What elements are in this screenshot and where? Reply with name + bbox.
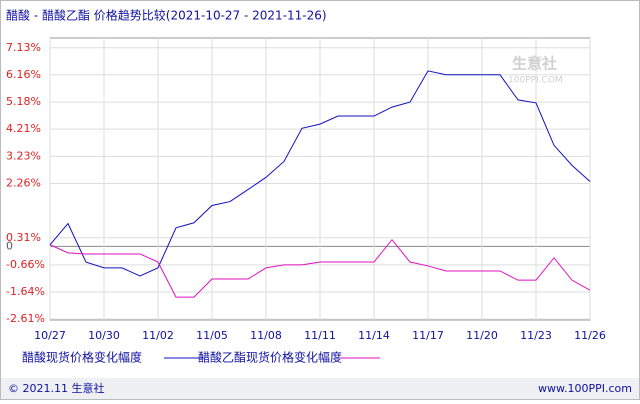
x-tick-label: 11/11 xyxy=(304,329,336,342)
footer-left: © 2021.11 生意社 xyxy=(8,381,104,395)
legend-label: 醋酸现货价格变化幅度 xyxy=(22,350,142,365)
y-tick-label: 7.13% xyxy=(6,41,41,54)
x-tick-label: 11/23 xyxy=(520,329,552,342)
chart-title: 醋酸 - 醋酸乙酯 价格趋势比较(2021-10-27 - 2021-11-26… xyxy=(6,8,327,23)
y-tick-label: 4.21% xyxy=(6,122,41,135)
y-tick-label: 0 xyxy=(6,239,13,252)
x-tick-label: 11/08 xyxy=(250,329,282,342)
watermark-sub: 100PPI.COM xyxy=(508,76,563,86)
x-tick-label: 11/02 xyxy=(142,329,174,342)
y-tick-label: -0.66% xyxy=(6,258,45,271)
series-line xyxy=(49,238,591,298)
y-tick-label: 0.31% xyxy=(6,231,41,244)
x-tick-label: 10/27 xyxy=(34,329,66,342)
x-tick-label: 11/05 xyxy=(196,329,228,342)
series-line xyxy=(49,70,591,277)
legend-label: 醋酸乙酯现货价格变化幅度 xyxy=(198,350,342,365)
y-tick-label: -2.61% xyxy=(6,312,45,325)
y-tick-label: -1.64% xyxy=(6,285,45,298)
x-tick-label: 11/14 xyxy=(358,329,390,342)
y-tick-label: 6.16% xyxy=(6,68,41,81)
x-tick-label: 11/26 xyxy=(574,329,606,342)
watermark: 生意社 xyxy=(512,55,557,73)
x-tick-label: 11/17 xyxy=(412,329,444,342)
x-tick-label: 10/30 xyxy=(88,329,120,342)
y-tick-label: 5.18% xyxy=(6,95,41,108)
y-tick-label: 3.23% xyxy=(6,149,41,162)
footer-right: www.100PPI.com xyxy=(538,382,632,395)
y-tick-label: 2.26% xyxy=(6,176,41,189)
footer-band xyxy=(1,378,639,399)
x-tick-label: 11/20 xyxy=(466,329,498,342)
